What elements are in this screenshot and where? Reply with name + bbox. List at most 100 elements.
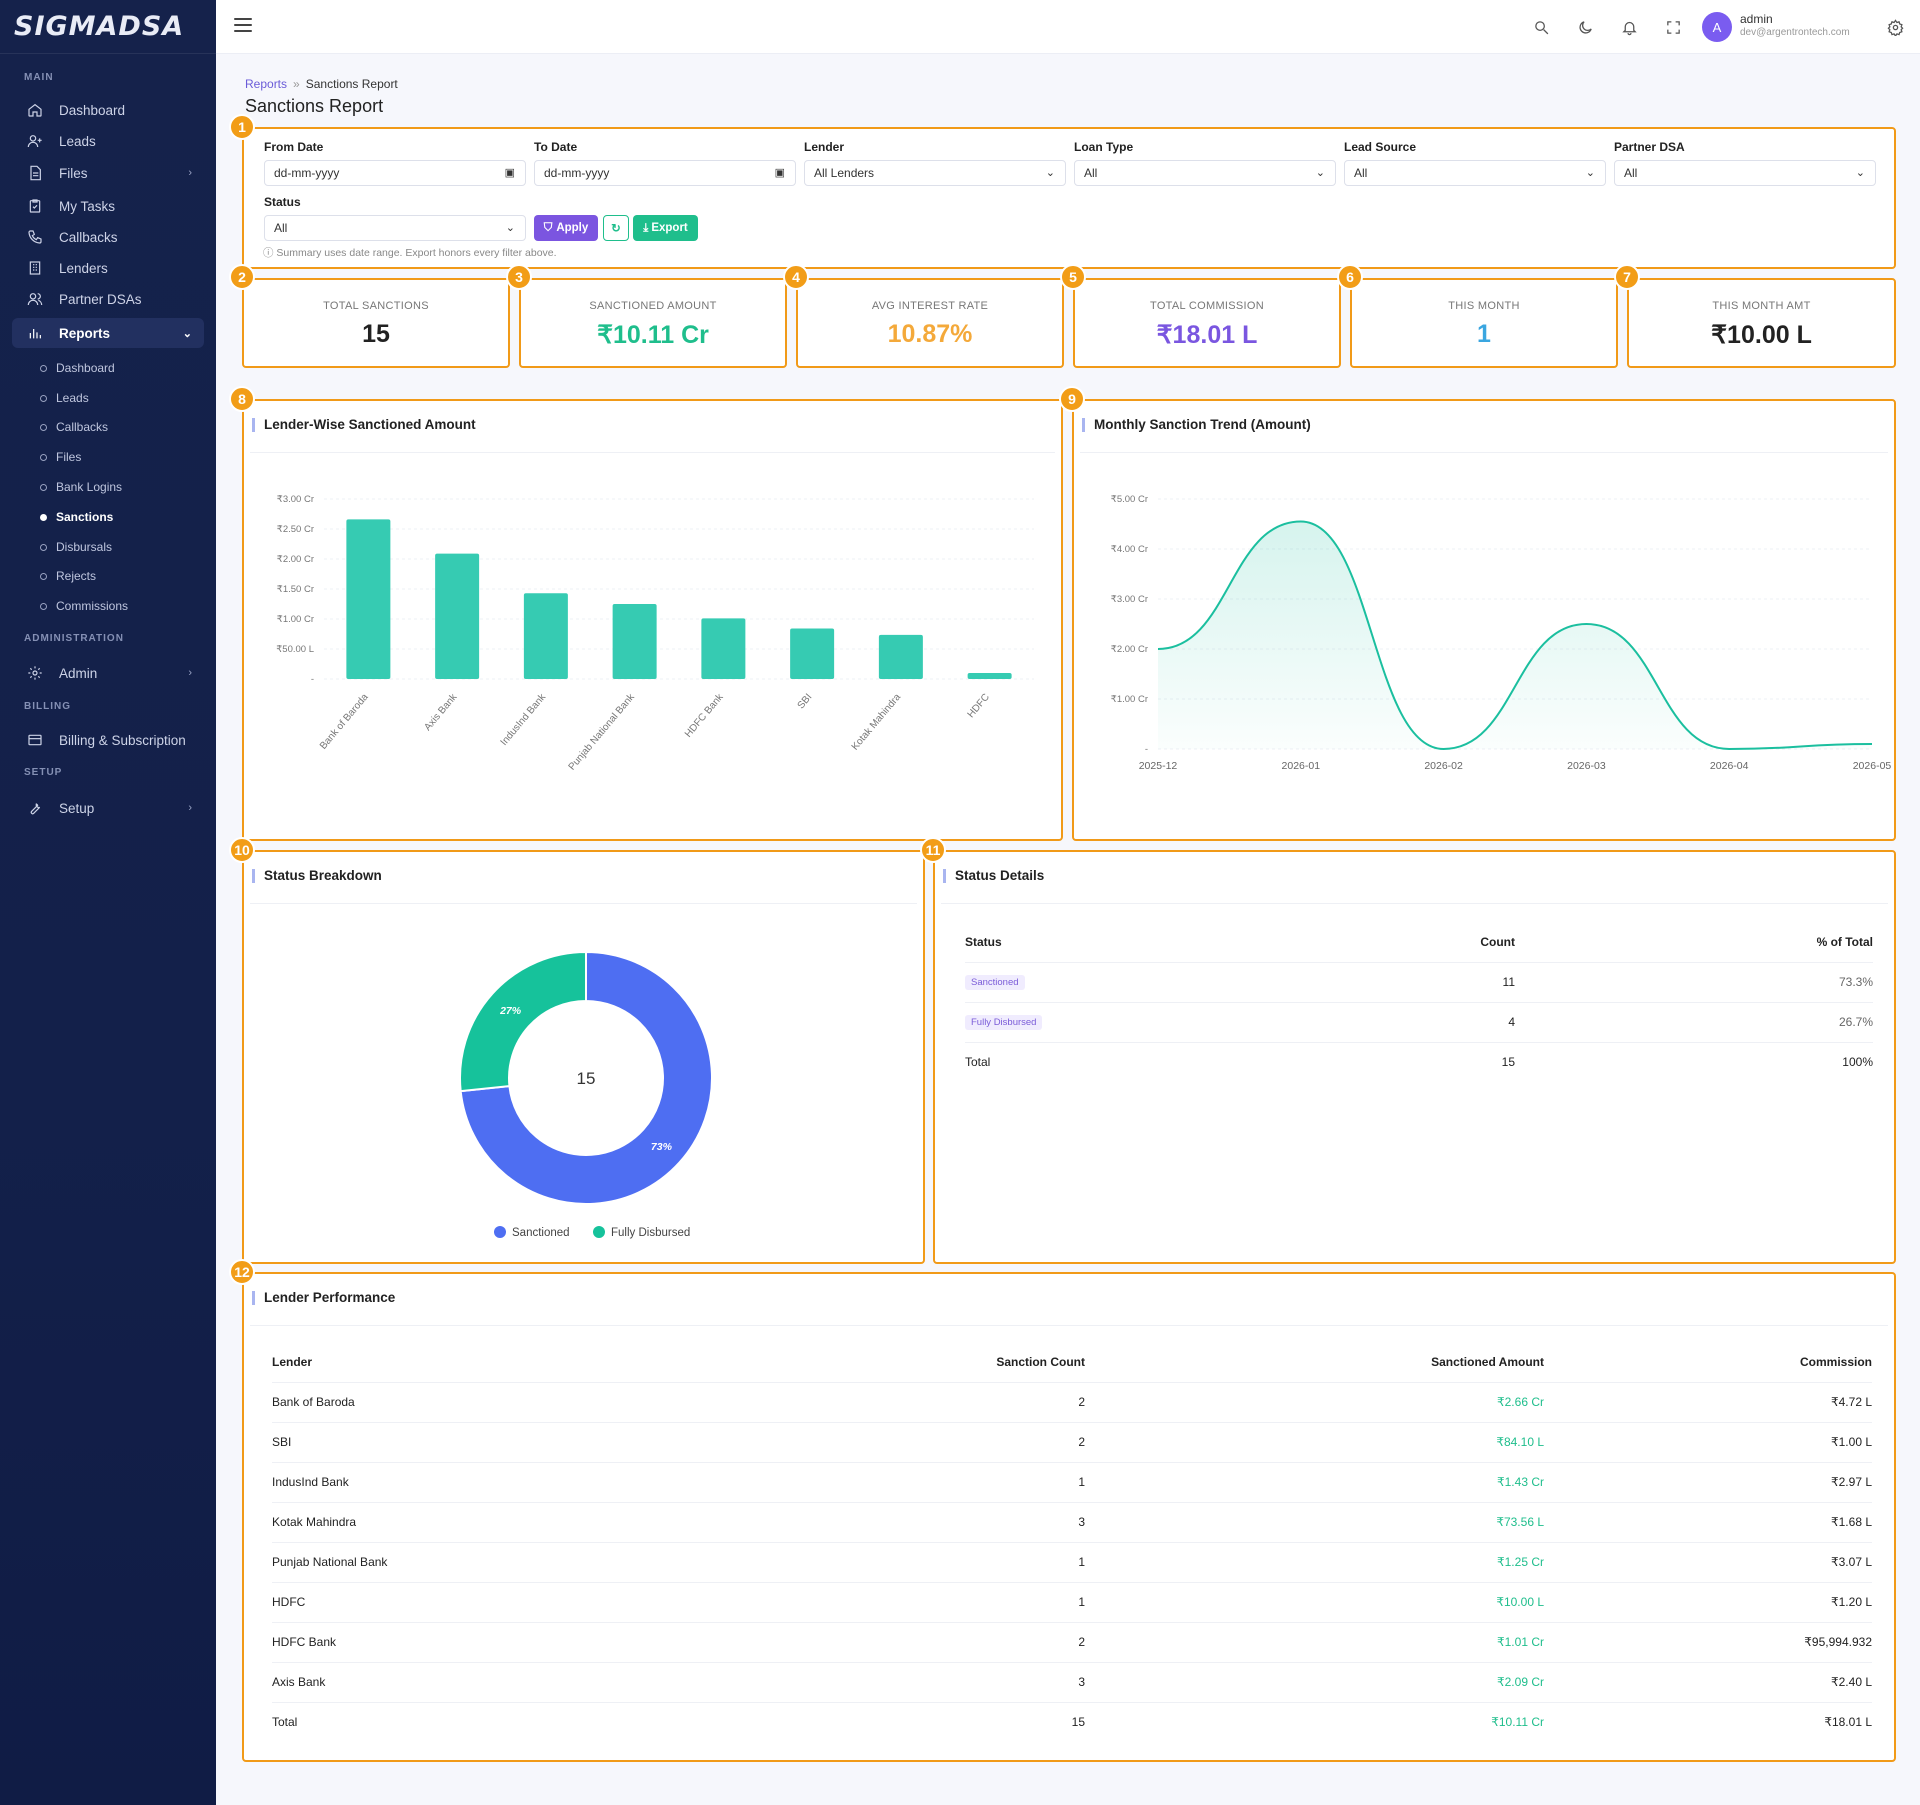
reset-button[interactable]: ↻ [603,215,629,241]
status-breakdown-card: Status Breakdown 73% 27% 15 Sanctioned Fully… [242,850,925,1264]
sub-item-sanctions[interactable]: Sanctions [56,510,114,524]
sub-item-commissions[interactable]: Commissions [56,599,129,613]
sidebar-item-callbacks[interactable]: Callbacks [12,222,204,252]
lender-cell: HDFC Bank [272,1622,672,1663]
annotation-badge: 5 [1060,264,1086,290]
amount-cell: ₹10.00 L [1085,1582,1544,1623]
to-date-input[interactable]: dd-mm-yyyy ▣ [534,160,796,186]
col-header[interactable]: Sanctioned Amount [1085,1342,1544,1383]
x-tick-label: 2026-03 [1567,760,1606,772]
col-header[interactable]: % of Total [1515,922,1873,963]
sidebar-item-lenders[interactable]: Lenders [12,253,204,283]
sub-item-rejects[interactable]: Rejects [56,569,97,583]
annotation-badge: 1 [229,114,255,140]
lender-bar-chart: ₹3.00 Cr ₹2.50 Cr ₹2.00 Cr ₹1.50 Cr ₹1.00 Cr… [276,494,1034,773]
page-title: Sanctions Report [245,96,384,116]
count-cell: 1 [672,1462,1085,1503]
bell-icon[interactable] [1618,16,1640,38]
sidebar-item-dashboard[interactable]: Dashboard [12,95,204,125]
pct-cell: 100% [1842,1055,1873,1070]
lender-cell: Kotak Mahindra [272,1502,672,1543]
chart-title: Status Breakdown [252,869,382,883]
sub-item-dashboard[interactable]: Dashboard [56,361,115,375]
user-email: dev@argentrontech.com [1740,27,1850,38]
wrench-icon [26,799,44,817]
brand-logo[interactable]: SIGMADSA [0,0,216,54]
y-tick-label: ₹2.00 Cr [1111,644,1148,655]
kpi-value: 15 [362,320,390,348]
amount-cell: ₹1.25 Cr [1085,1542,1544,1583]
loan-type-select[interactable]: All ⌄ [1074,160,1336,186]
avatar[interactable]: A [1702,12,1732,42]
lender-select[interactable]: All Lenders ⌄ [804,160,1066,186]
y-tick-label: ₹2.50 Cr [277,524,314,535]
kpi-label: THIS MONTH [1448,300,1520,312]
sub-item-disbursals[interactable]: Disbursals [56,540,113,554]
partner-dsa-select[interactable]: All ⌄ [1614,160,1876,186]
building-icon [26,259,44,277]
commission-cell: ₹2.97 L [1544,1462,1872,1503]
lead-source-select[interactable]: All ⌄ [1344,160,1606,186]
bar [523,593,568,679]
sub-item-callbacks[interactable]: Callbacks [56,420,109,434]
sidebar-item-label: Setup [59,800,95,816]
sidebar-item-reports[interactable]: Reports ⌄ [12,318,204,348]
section-billing: BILLING [24,701,71,712]
sidebar-item-partner-dsas[interactable]: Partner DSAs [12,284,204,314]
sidebar-item-files[interactable]: Files › [12,158,204,188]
partner-dsa-label: Partner DSA [1614,140,1685,154]
status-details-card: Status Details Status Count % of Total S… [933,850,1896,1264]
table-header-row: Status Count % of Total [965,922,1873,963]
legend-marker [593,1226,605,1238]
bar-chart-icon [26,324,44,342]
kpi-card-this-month-amt: THIS MONTH AMT ₹10.00 L [1627,278,1896,368]
status-badge: Sanctioned [965,975,1025,990]
to-date-label: To Date [534,140,578,154]
x-tick-label: 2026-05 [1853,760,1892,772]
count-cell: 4 [1265,1002,1515,1043]
sub-item-leads[interactable]: Leads [56,391,89,405]
apply-button[interactable]: ⛉ Apply [534,215,598,241]
moon-icon[interactable] [1574,16,1596,38]
kpi-label: AVG INTEREST RATE [871,300,989,312]
lender-performance-card: Lender Performance Lender Sanction Count… [242,1272,1896,1762]
col-header[interactable]: Status [965,922,1265,963]
col-header[interactable]: Lender [272,1342,672,1383]
sidebar-item-my-tasks[interactable]: My Tasks [12,191,204,221]
breadcrumb-reports-link[interactable]: Reports [245,77,288,91]
table-total-row: Total 15 ₹10.11 Cr ₹18.01 L [272,1702,1872,1742]
from-date-input[interactable]: dd-mm-yyyy ▣ [264,160,526,186]
count-cell: 15 [1071,1715,1085,1730]
monthly-trend-chart-card: Monthly Sanction Trend (Amount) ₹5.00 Cr… [1072,399,1896,841]
export-button[interactable]: ⤓ Export [633,215,698,241]
pct-cell: 26.7% [1515,1002,1873,1043]
col-header[interactable]: Sanction Count [672,1342,1085,1383]
kpi-label: SANCTIONED AMOUNT [589,300,717,312]
sidebar-item-billing[interactable]: Billing & Subscription [12,725,204,755]
sidebar-item-label: Leads [59,133,96,149]
sub-item-files[interactable]: Files [56,450,82,464]
sidebar-item-admin[interactable]: Admin › [12,658,204,688]
annotation-badge: 12 [229,1259,255,1285]
kpi-card-avg-interest-rate: AVG INTEREST RATE 10.87% [796,278,1064,368]
sidebar-item-label: Lenders [59,260,108,276]
col-header[interactable]: Commission [1544,1342,1872,1383]
col-header[interactable]: Count [1265,922,1515,963]
sidebar-item-leads[interactable]: Leads [12,126,204,156]
fullscreen-icon[interactable] [1662,16,1684,38]
status-select[interactable]: All ⌄ [264,215,526,241]
file-icon [26,164,44,182]
sidebar-item-setup[interactable]: Setup › [12,793,204,823]
chevron-down-icon: ⌄ [505,222,515,234]
sub-item-bank-logins[interactable]: Bank Logins [56,480,123,494]
settings-gear-icon[interactable] [1884,16,1906,38]
x-tick-label: SBI [796,692,815,711]
amount-cell: ₹73.56 L [1085,1502,1544,1543]
search-icon[interactable] [1530,16,1552,38]
x-tick-label: 2026-01 [1282,760,1321,772]
menu-toggle-icon[interactable] [234,18,252,36]
topbar: A admin dev@argentrontech.com [216,0,1920,54]
pie-slice [459,950,587,1093]
commission-cell: ₹2.40 L [1544,1662,1872,1703]
lender-cell: Total [272,1715,298,1730]
